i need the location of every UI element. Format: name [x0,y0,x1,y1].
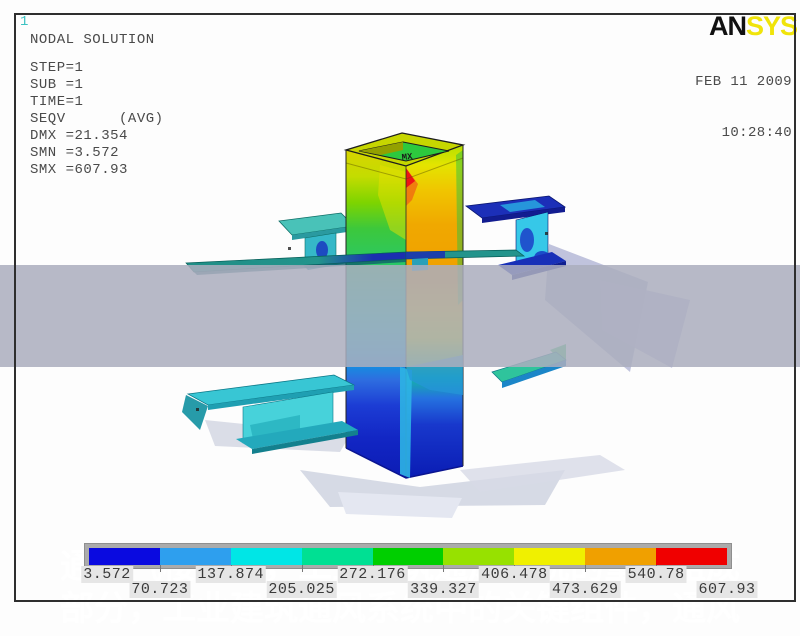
legend-color-segment [230,548,302,565]
legend-value-label: 607.93 [696,581,758,598]
legend-bar [89,548,728,565]
solution-param-line: SMX =607.93 [30,162,128,178]
legend-value-label: 406.478 [479,566,550,583]
legend-tick [443,565,445,572]
beam-back-right [464,195,567,280]
window-id: 1 [20,14,29,30]
legend-color-segment [443,548,515,565]
legend-value-label: 137.874 [195,566,267,583]
plot-datetime: FEB 11 2009 10:28:40 [695,40,792,159]
legend-color-segment [89,548,160,565]
plot-time: 10:28:40 [721,125,792,141]
ground-shadows [205,420,625,518]
legend-value-label: 70.723 [129,581,191,598]
solution-title: NODAL SOLUTION [30,32,155,48]
legend-tick [585,565,587,572]
solution-param-line: SUB =1 [30,77,84,93]
legend-value-label: 473.629 [549,581,621,598]
legend-color-segment [372,548,444,565]
ansys-logo-black: AN [708,11,747,41]
legend-value-label: 3.572 [81,566,133,583]
legend-color-segment [159,548,231,565]
solution-param-line: STEP=1 [30,60,84,76]
plot-date: FEB 11 2009 [695,74,792,90]
legend-value-label: 272.176 [337,566,408,583]
legend-tick [159,565,161,572]
max-stress-spot [406,168,415,188]
solution-param-line: DMX =21.354 [30,128,128,144]
legend-color-segment [656,548,728,565]
legend-value-label: 339.327 [408,581,479,598]
ansys-logo-yellow: SYS [745,11,798,41]
ansys-logo: ANSYS [708,11,798,42]
legend-color-segment [301,548,373,565]
solution-param-line: SEQV (AVG) [30,111,164,127]
beam-front-left [182,374,358,454]
solution-param-line: SMN =3.572 [30,145,120,161]
max-marker-label: MX [401,152,413,163]
legend-color-segment [585,548,657,565]
caption-overlay: 通风气楼图片，工业建筑通风系统的重要组成 部分，工业建筑通风系统中的关键组件，通… [0,265,800,628]
legend-color-segment [514,548,586,565]
legend-value-label: 540.78 [625,566,687,583]
legend-value-label: 205.025 [266,581,337,598]
solution-param-line: TIME=1 [30,94,84,110]
solution-params: STEP=1 SUB =1 TIME=1 SEQV (AVG) DMX =21.354 S… [30,60,164,179]
legend-tick [301,565,303,572]
